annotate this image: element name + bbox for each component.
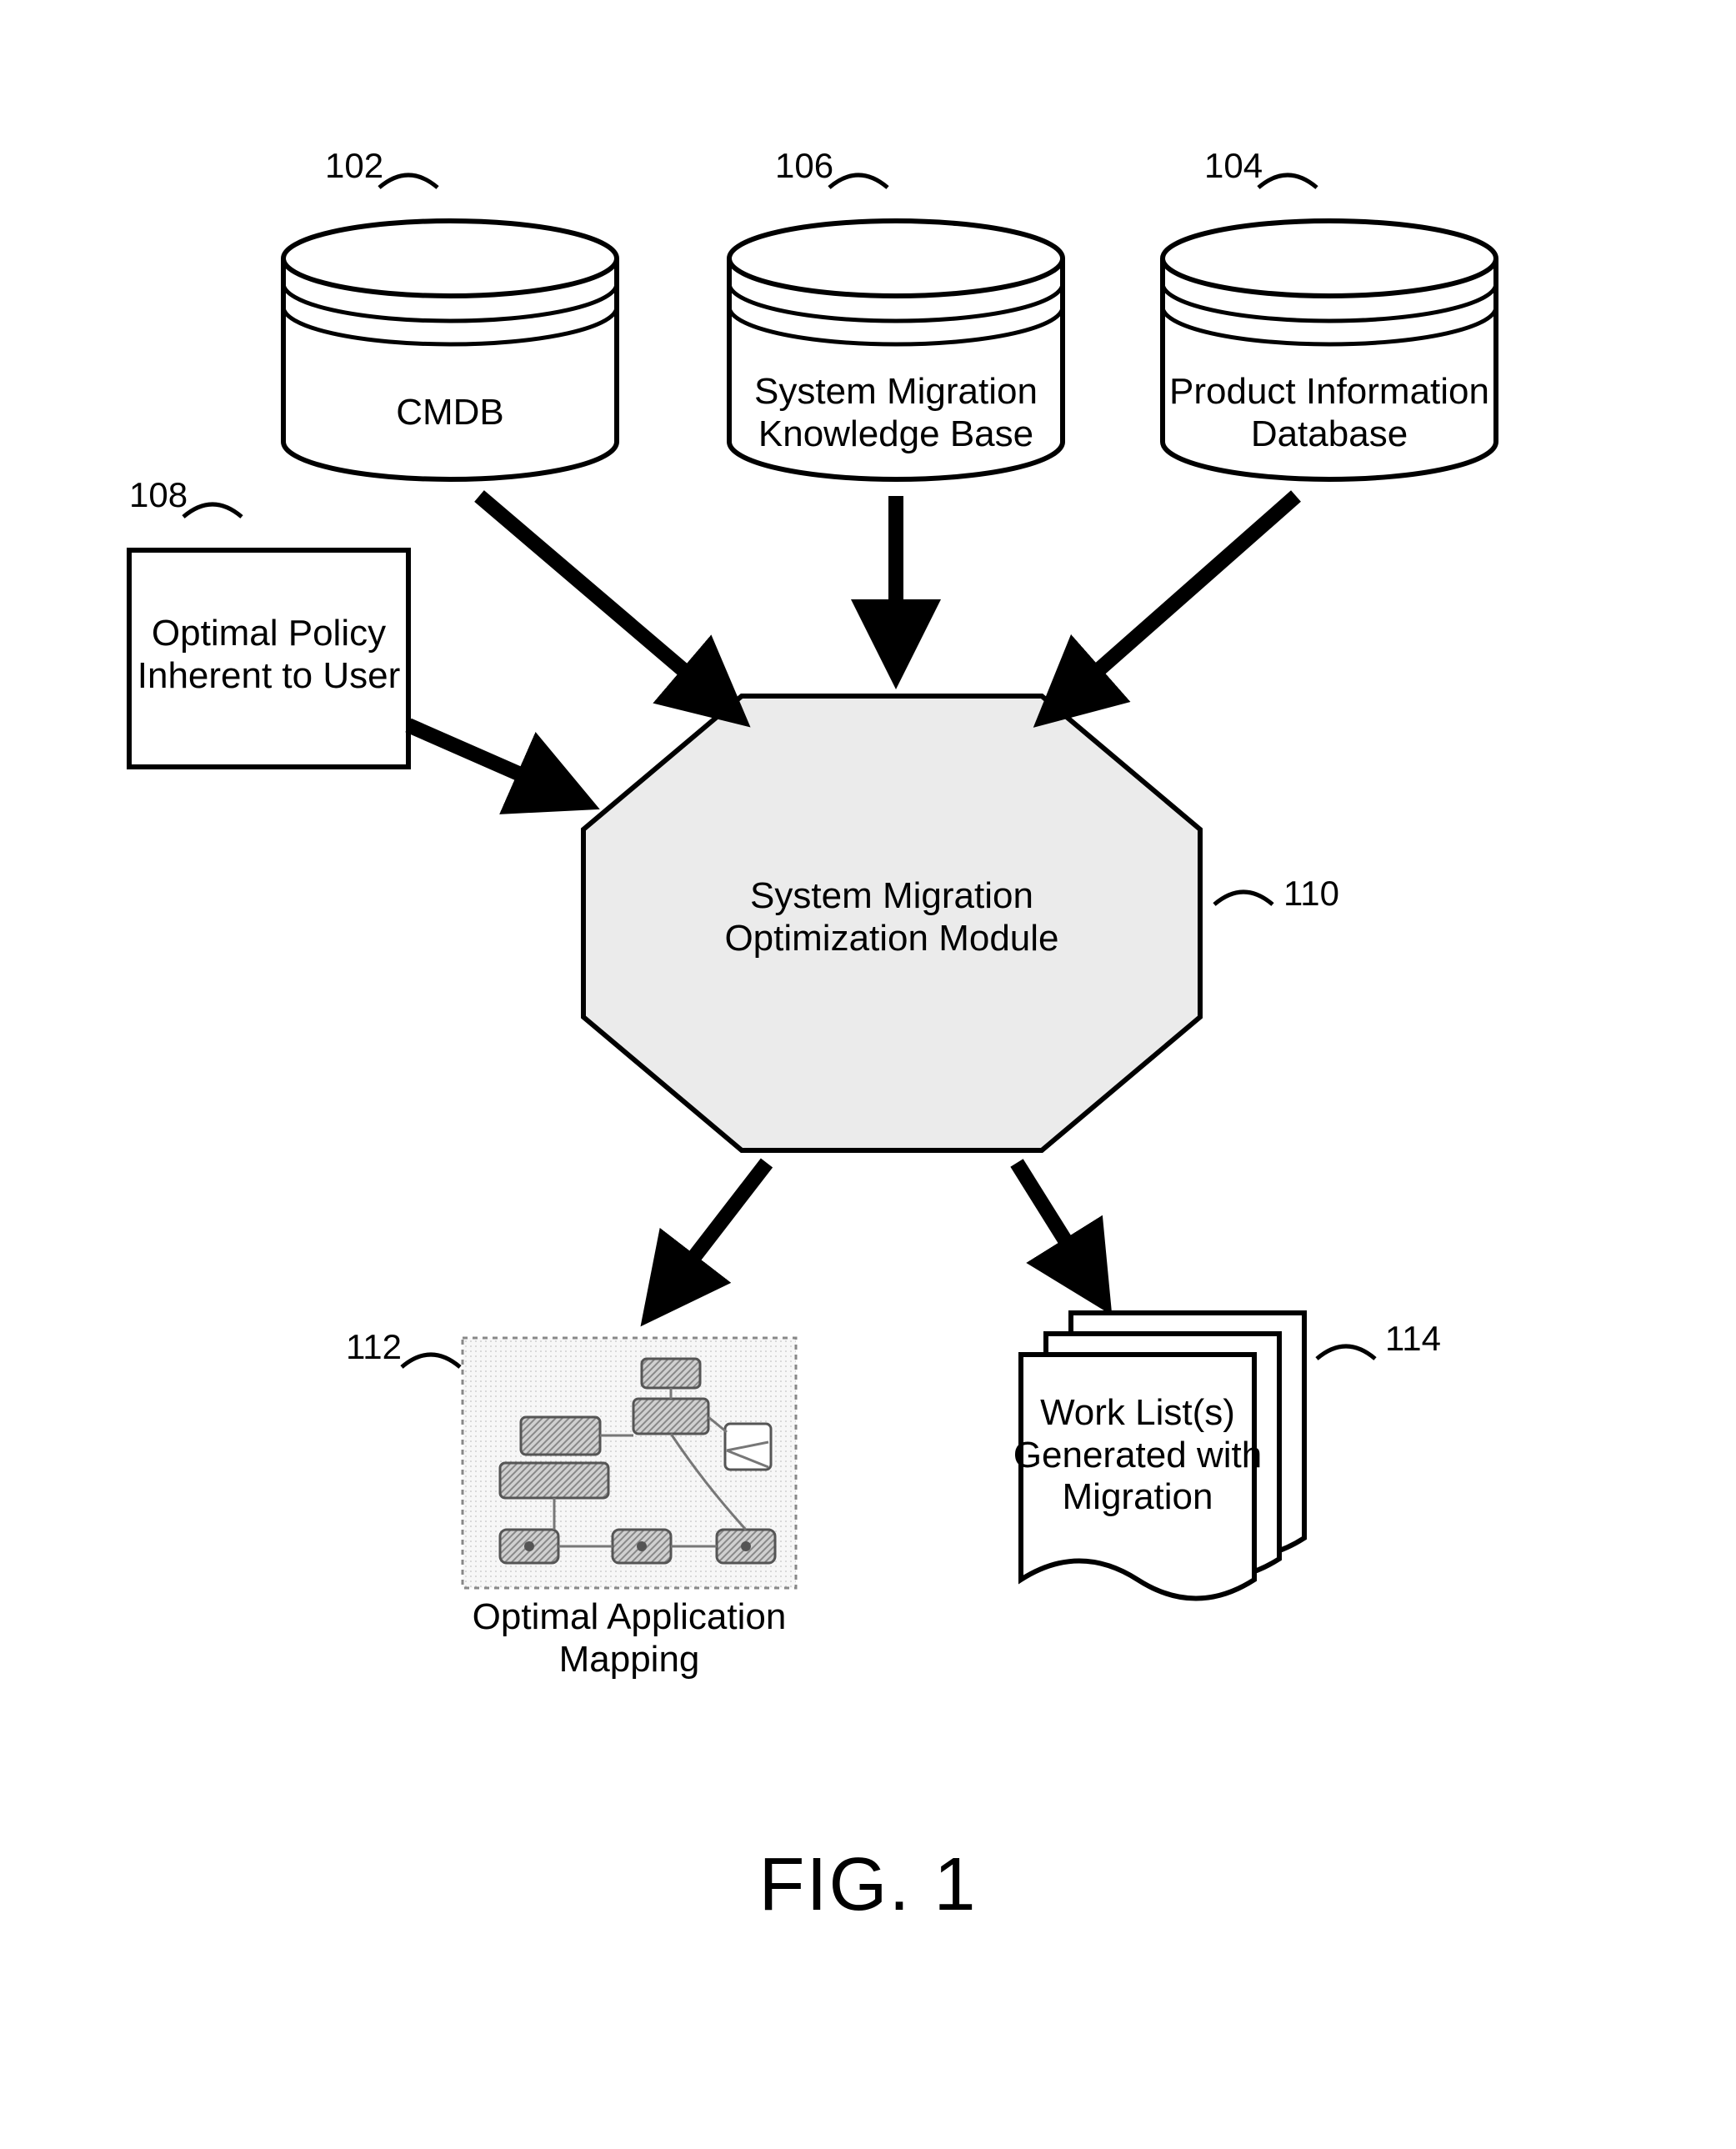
worklist-label: Work List(s) Generated with Migration [1004,1392,1271,1519]
mapping-label: Optimal Application Mapping [446,1596,813,1681]
diagram-canvas: 102 106 104 108 110 112 114 CMDB System … [0,0,1736,2149]
pid-label: Product Information Database [1163,371,1496,455]
ref-114: 114 [1385,1319,1441,1359]
module-label: System Migration Optimization Module [583,875,1200,959]
ref-102: 102 [325,146,383,186]
mapping-thumbnail [463,1338,796,1588]
ref-112: 112 [346,1327,402,1367]
diagram-svg [0,0,1736,2149]
ref-108: 108 [129,475,188,515]
ref-104: 104 [1204,146,1263,186]
figure-caption: FIG. 1 [0,1842,1736,1928]
kb-label: System Migration Knowledge Base [729,371,1063,455]
cmdb-label: CMDB [283,392,617,434]
ref-110: 110 [1283,874,1339,914]
policy-label: Optimal Policy Inherent to User [129,613,408,697]
cmdb-cylinder [283,221,617,479]
ref-106: 106 [775,146,833,186]
